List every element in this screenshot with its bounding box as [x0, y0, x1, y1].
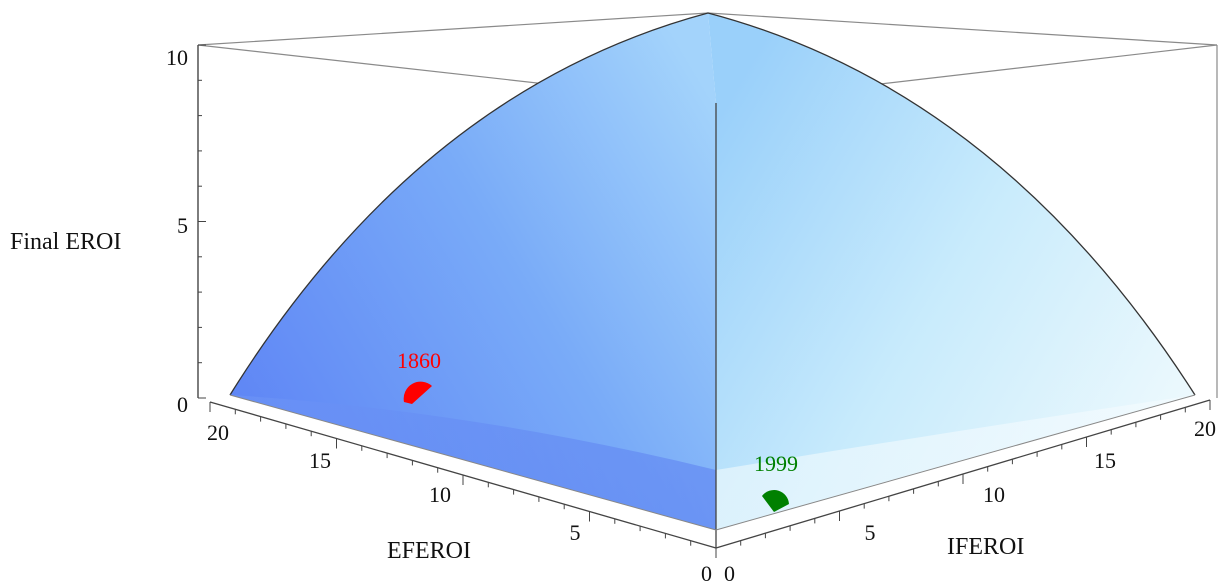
bounding-box-front	[197, 45, 1211, 549]
efe-tick-label: 10	[429, 482, 451, 507]
z-tick-label: 5	[177, 213, 188, 238]
efe-tick-label: 5	[570, 520, 581, 545]
ife-tick-label: 5	[865, 520, 876, 545]
efe-tick-label: 0	[701, 561, 712, 582]
efe-tick-label: 15	[309, 448, 331, 473]
point-label: 1860	[397, 348, 441, 373]
efe-axis-tick-labels: 0 5 10 15 20	[207, 420, 712, 582]
z-axis-tick-labels: 0 5 10	[166, 45, 188, 417]
ife-tick-label: 0	[724, 561, 735, 582]
ife-tick-label: 20	[1194, 416, 1216, 441]
point-marker	[762, 489, 789, 512]
z-tick-label: 10	[166, 45, 188, 70]
surface-left-face	[230, 13, 716, 530]
surface-edge	[229, 12, 1196, 396]
ife-axis-tick-labels: 0 5 10 15 20	[724, 416, 1216, 582]
axis-ticks	[198, 44, 1211, 558]
point-label: 1999	[754, 451, 798, 476]
z-tick-label: 0	[177, 392, 188, 417]
z-axis-label: Final EROI	[10, 229, 121, 255]
data-point-1999: 1999	[754, 451, 798, 512]
surface	[229, 12, 1196, 530]
efe-axis-label: EFEROI	[387, 538, 471, 564]
ife-tick-label: 10	[983, 482, 1005, 507]
ife-axis-label: IFEROI	[947, 534, 1024, 560]
surface-right-face	[708, 13, 1195, 530]
data-point-1860: 1860	[397, 348, 441, 404]
efe-tick-label: 20	[207, 420, 229, 445]
ife-tick-label: 15	[1094, 448, 1116, 473]
point-marker	[403, 381, 432, 404]
